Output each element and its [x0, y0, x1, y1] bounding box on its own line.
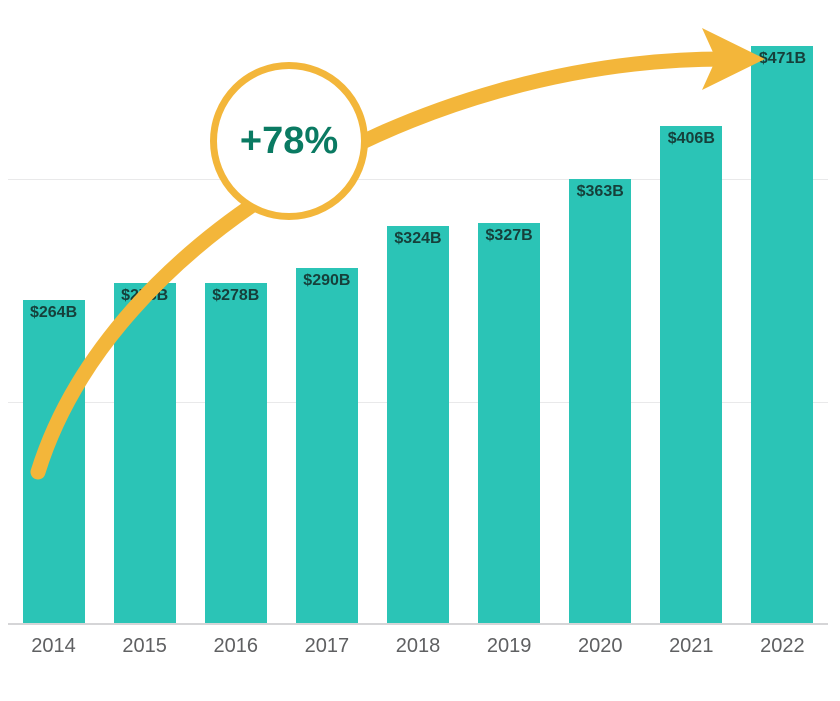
bar-value-label: $278B: [212, 287, 259, 305]
bar-value-label: $278B: [121, 287, 168, 305]
plot-area: $264B $278B $278B $290B $324B $327B $363B $406B…: [8, 10, 828, 625]
bar-slot: $363B: [555, 10, 646, 625]
bar-slot: $324B: [372, 10, 463, 625]
bar-slot: $406B: [646, 10, 737, 625]
bars-container: $264B $278B $278B $290B $324B $327B $363B $406B…: [8, 10, 828, 625]
bar-slot: $327B: [464, 10, 555, 625]
bar-value-label: $406B: [668, 130, 715, 148]
bar: $278B: [114, 283, 176, 625]
bar: $290B: [296, 268, 358, 625]
x-axis-label: 2017: [281, 635, 372, 658]
x-axis-label: 2020: [555, 635, 646, 658]
bar-value-label: $471B: [759, 50, 806, 68]
x-axis-label: 2016: [190, 635, 281, 658]
bar-value-label: $363B: [577, 183, 624, 201]
bar: $327B: [478, 223, 540, 625]
bar: $406B: [660, 126, 722, 625]
x-axis-line: [8, 623, 828, 625]
x-axis-label: 2021: [646, 635, 737, 658]
bar-slot: $278B: [99, 10, 190, 625]
bar: $278B: [205, 283, 267, 625]
x-axis-label: 2015: [99, 635, 190, 658]
x-axis-labels: 201420152016201720182019202020212022: [8, 635, 828, 658]
growth-callout: +78%: [210, 62, 368, 220]
bar-chart: $264B $278B $278B $290B $324B $327B $363B $406B…: [0, 0, 840, 701]
bar-value-label: $324B: [394, 230, 441, 248]
bar: $471B: [751, 46, 813, 625]
growth-callout-text: +78%: [240, 120, 338, 163]
bar-slot: $471B: [737, 10, 828, 625]
bar-value-label: $264B: [30, 304, 77, 322]
x-axis-label: 2022: [737, 635, 828, 658]
bar: $264B: [23, 300, 85, 625]
x-axis-label: 2014: [8, 635, 99, 658]
bar: $324B: [387, 226, 449, 625]
x-axis-label: 2018: [372, 635, 463, 658]
bar-slot: $264B: [8, 10, 99, 625]
x-axis-label: 2019: [464, 635, 555, 658]
bar-value-label: $327B: [486, 227, 533, 245]
bar: $363B: [569, 179, 631, 625]
bar-value-label: $290B: [303, 272, 350, 290]
